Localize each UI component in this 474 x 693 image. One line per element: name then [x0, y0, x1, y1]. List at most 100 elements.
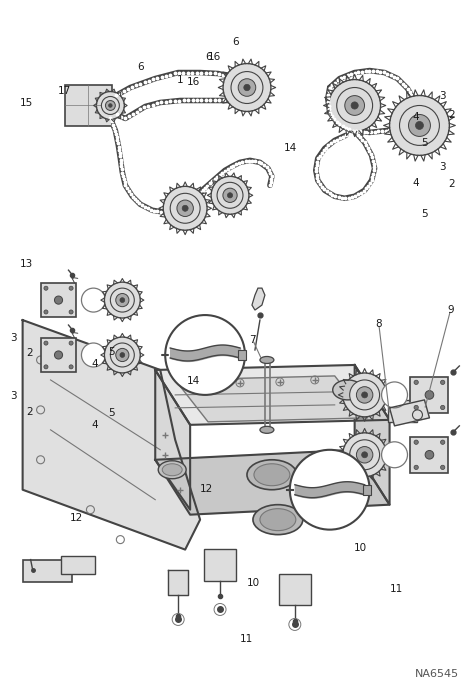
Text: 3: 3 [10, 333, 17, 343]
Text: 3: 3 [439, 91, 446, 101]
FancyBboxPatch shape [23, 559, 73, 581]
FancyBboxPatch shape [279, 574, 311, 606]
FancyBboxPatch shape [410, 437, 448, 473]
FancyBboxPatch shape [41, 338, 76, 372]
Text: 4: 4 [92, 421, 99, 430]
Text: 9: 9 [447, 305, 454, 315]
Text: 2: 2 [449, 179, 456, 189]
Text: 3: 3 [439, 161, 446, 172]
Circle shape [409, 114, 430, 137]
Text: 4: 4 [412, 112, 419, 122]
Circle shape [390, 96, 449, 155]
Text: 8: 8 [375, 319, 382, 328]
Text: 4: 4 [412, 177, 419, 188]
Circle shape [211, 176, 249, 214]
Text: 5: 5 [109, 347, 115, 357]
Text: NA6545: NA6545 [415, 669, 459, 679]
Circle shape [110, 288, 134, 312]
Circle shape [345, 96, 365, 115]
FancyBboxPatch shape [41, 283, 76, 317]
Polygon shape [155, 365, 390, 425]
Circle shape [82, 288, 105, 312]
Circle shape [351, 102, 358, 109]
Text: 11: 11 [240, 634, 253, 644]
Text: 6: 6 [232, 37, 239, 47]
Text: 14: 14 [284, 143, 298, 153]
Circle shape [440, 465, 445, 470]
Circle shape [105, 100, 115, 110]
Circle shape [223, 188, 237, 202]
Circle shape [182, 205, 188, 211]
Ellipse shape [260, 509, 296, 531]
Text: 11: 11 [390, 584, 403, 595]
Circle shape [238, 79, 256, 96]
Circle shape [362, 452, 368, 458]
Text: 6: 6 [205, 53, 212, 62]
Circle shape [337, 87, 373, 123]
Circle shape [165, 315, 245, 395]
Text: 16: 16 [187, 78, 200, 87]
Circle shape [440, 440, 445, 444]
Circle shape [69, 365, 73, 369]
Circle shape [416, 121, 423, 130]
Circle shape [414, 380, 419, 385]
Ellipse shape [260, 356, 274, 363]
Text: 12: 12 [70, 513, 83, 523]
Circle shape [104, 337, 140, 373]
Ellipse shape [260, 426, 274, 433]
Polygon shape [23, 320, 200, 550]
Circle shape [425, 391, 434, 399]
Circle shape [69, 341, 73, 345]
Circle shape [177, 200, 193, 216]
Circle shape [44, 286, 48, 290]
FancyBboxPatch shape [64, 85, 112, 126]
Text: 10: 10 [247, 578, 260, 588]
FancyBboxPatch shape [363, 484, 371, 495]
FancyBboxPatch shape [61, 556, 95, 574]
Circle shape [82, 343, 105, 367]
Text: 4: 4 [92, 360, 99, 369]
Ellipse shape [247, 459, 297, 490]
Text: 2: 2 [449, 109, 456, 120]
Circle shape [101, 96, 119, 114]
Circle shape [356, 387, 373, 403]
Circle shape [228, 193, 233, 198]
Circle shape [110, 343, 134, 367]
Circle shape [120, 298, 125, 302]
Circle shape [55, 296, 63, 304]
Text: 14: 14 [187, 376, 200, 386]
Circle shape [44, 310, 48, 314]
Circle shape [120, 353, 125, 358]
Circle shape [440, 405, 445, 410]
Text: 7: 7 [249, 335, 256, 344]
Text: 12: 12 [200, 484, 213, 494]
Circle shape [343, 433, 387, 477]
Polygon shape [168, 570, 188, 595]
Polygon shape [155, 370, 190, 509]
Text: 3: 3 [10, 392, 17, 401]
Circle shape [116, 349, 129, 362]
Circle shape [400, 105, 439, 146]
Polygon shape [252, 288, 265, 310]
Circle shape [440, 380, 445, 385]
Circle shape [170, 193, 200, 223]
Circle shape [425, 450, 434, 459]
Circle shape [69, 286, 73, 290]
Circle shape [116, 294, 129, 307]
Text: 5: 5 [421, 209, 428, 219]
Ellipse shape [253, 505, 303, 534]
Circle shape [231, 71, 263, 103]
Ellipse shape [158, 461, 186, 479]
Text: 2: 2 [27, 349, 33, 358]
Circle shape [414, 405, 419, 410]
FancyBboxPatch shape [238, 350, 246, 360]
Text: 13: 13 [19, 258, 33, 268]
Circle shape [44, 365, 48, 369]
Circle shape [69, 310, 73, 314]
Circle shape [382, 382, 408, 408]
Circle shape [55, 351, 63, 359]
Polygon shape [155, 450, 390, 515]
Text: 1: 1 [177, 76, 183, 85]
Circle shape [163, 186, 207, 230]
Circle shape [223, 64, 271, 112]
